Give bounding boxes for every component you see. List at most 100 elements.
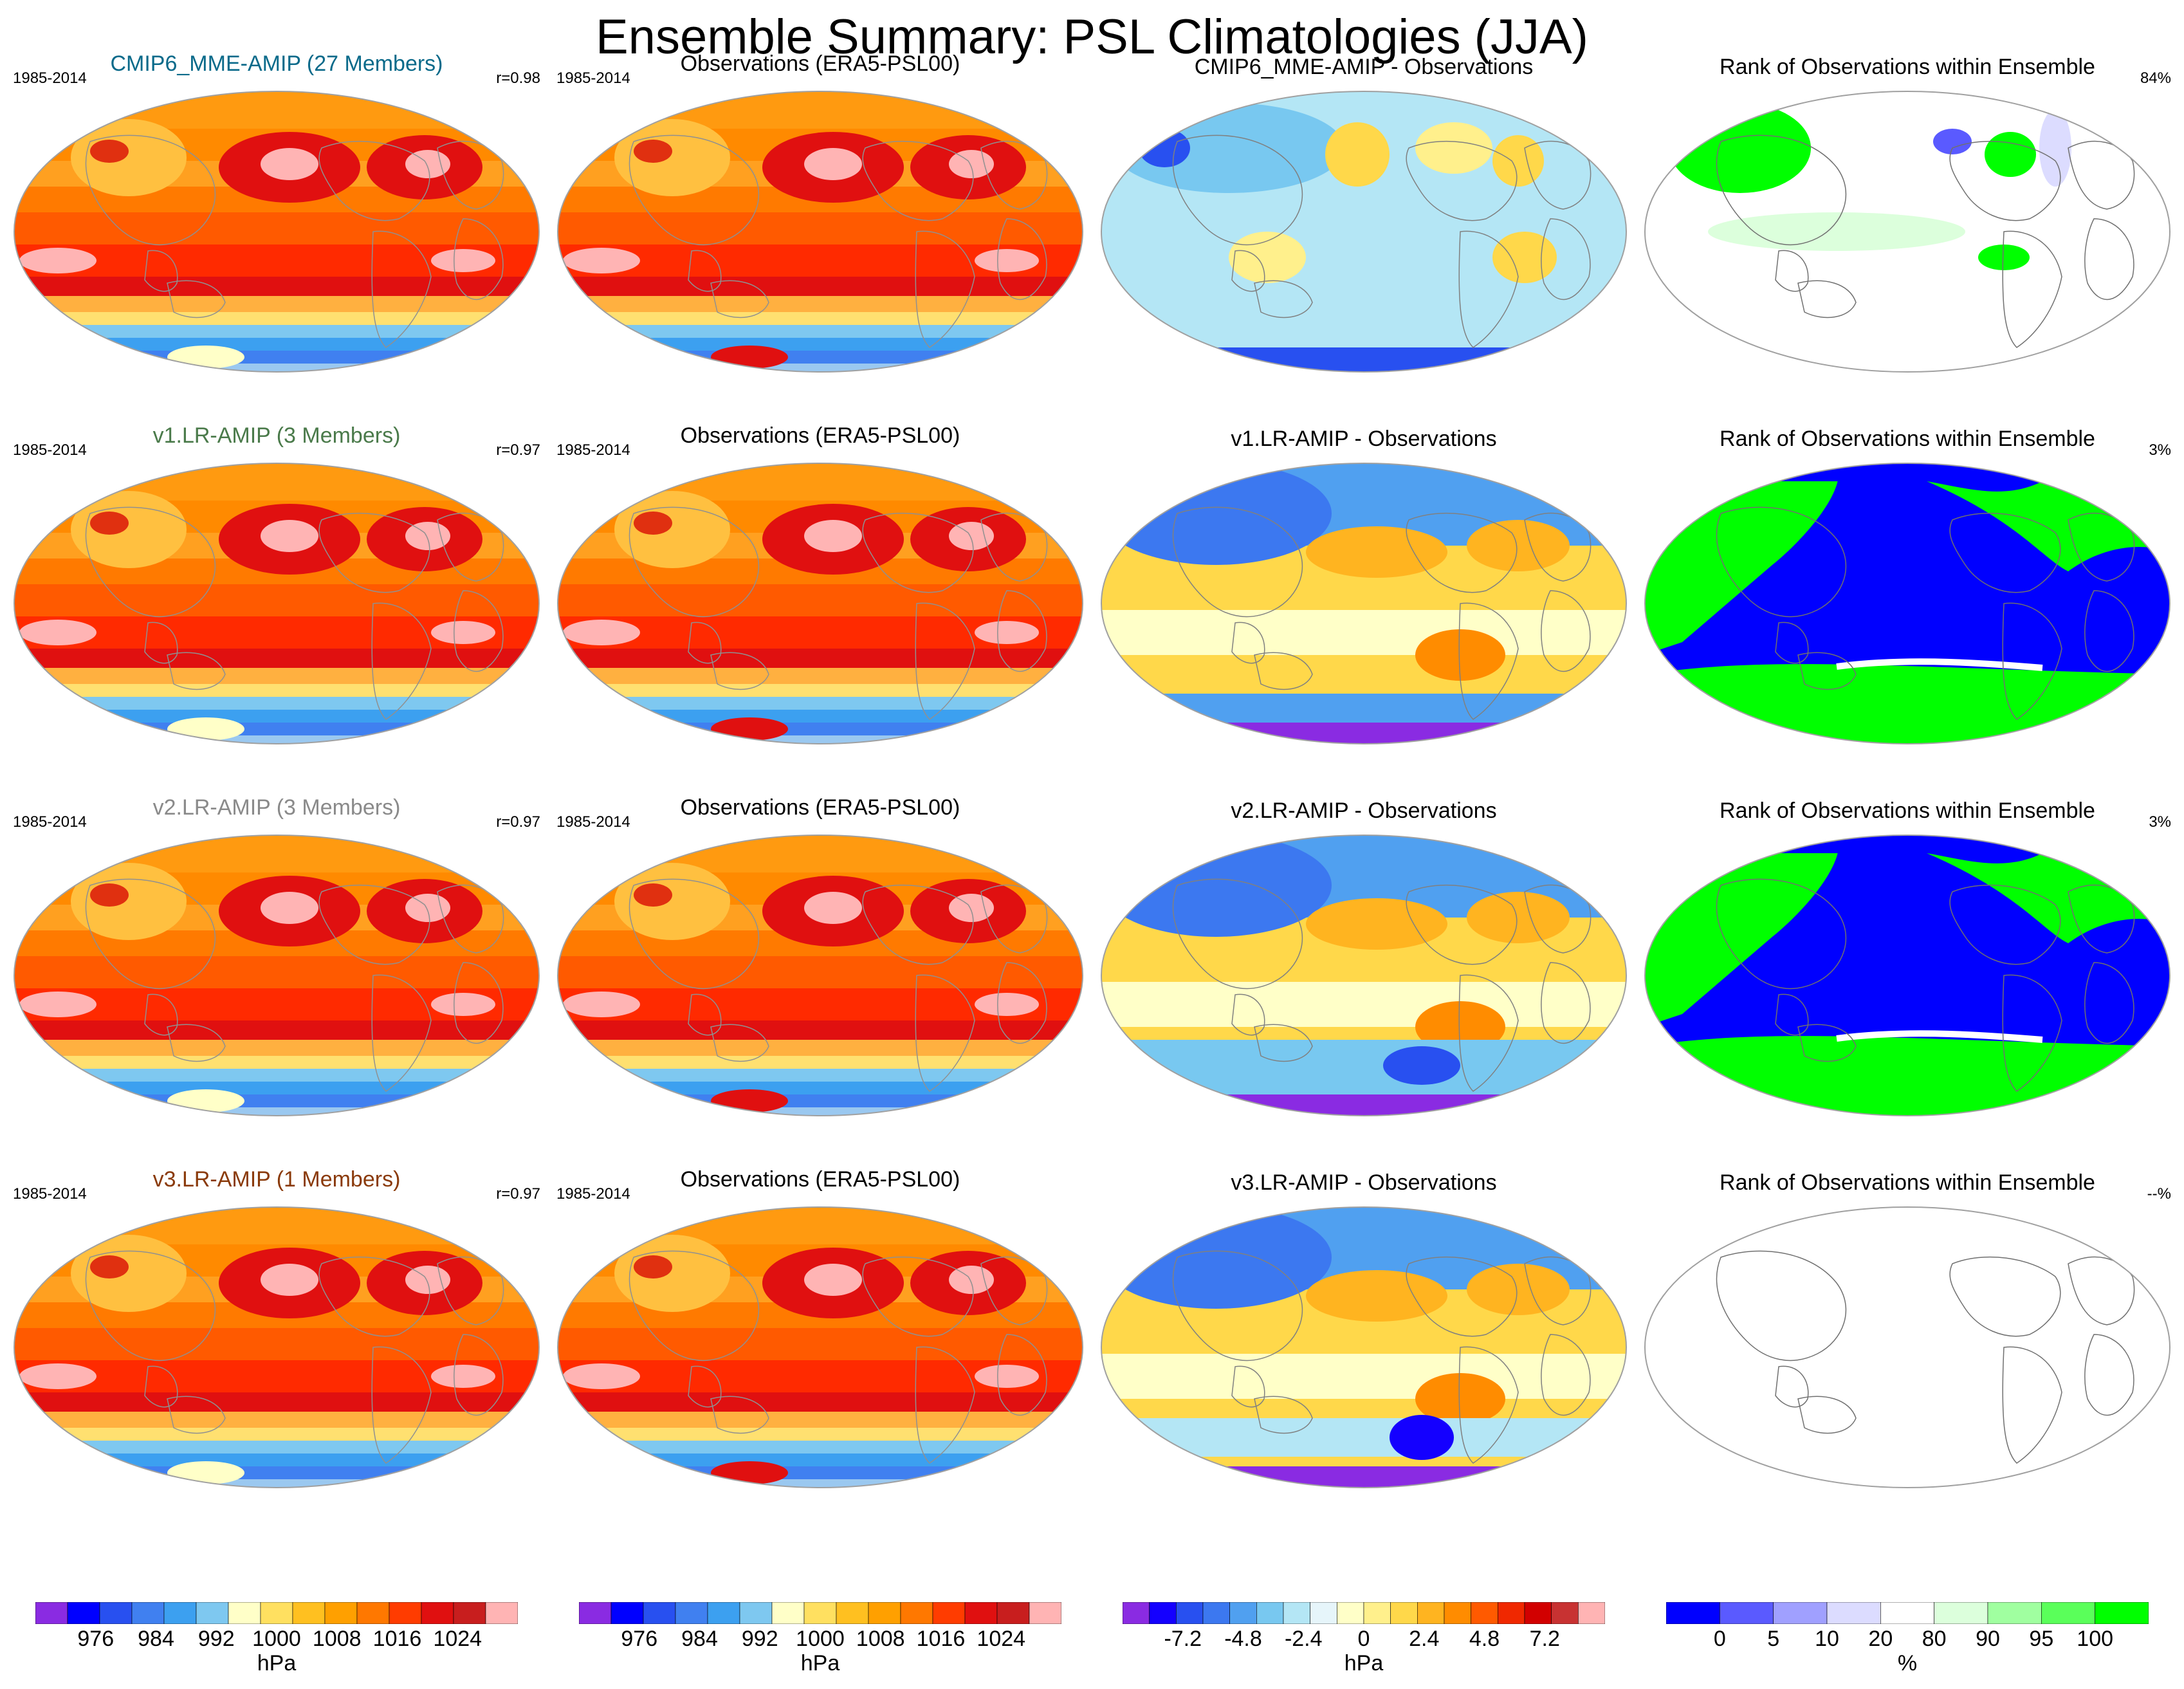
model-panel-title: v2.LR-AMIP (3 Members) xyxy=(152,795,401,820)
diff-panel-title: v2.LR-AMIP - Observations xyxy=(1231,798,1497,823)
colorbar-swatch xyxy=(356,1602,390,1624)
colorbar xyxy=(579,1602,1061,1624)
colorbar-swatch xyxy=(260,1602,293,1624)
colorbar-tick-label: 95 xyxy=(2029,1627,2054,1651)
colorbar-tick-label: 7.2 xyxy=(1529,1627,1560,1651)
obs-panel-title: Observations (ERA5-PSL00) xyxy=(680,795,960,820)
colorbar-swatch xyxy=(1551,1602,1579,1624)
colorbar-swatch xyxy=(1310,1602,1337,1624)
colorbar-tick-label: 1016 xyxy=(372,1627,422,1651)
model-panel-title: v1.LR-AMIP (3 Members) xyxy=(152,423,401,448)
colorbar-swatch xyxy=(803,1602,837,1624)
colorbar xyxy=(1666,1602,2149,1624)
colorbar-tick-label: 1000 xyxy=(796,1627,845,1651)
colorbar-tick-label: 1000 xyxy=(252,1627,301,1651)
rank-panel-title: Rank of Observations within Ensemble xyxy=(1720,1170,2095,1195)
correlation-label: r=0.97 xyxy=(496,813,540,831)
model-climatology-map xyxy=(14,835,540,1116)
rank-panel-title: Rank of Observations within Ensemble xyxy=(1720,798,2095,823)
rank-map xyxy=(1644,91,2170,373)
years-label: 1985-2014 xyxy=(556,1185,630,1203)
rank-percent-label: 84% xyxy=(2140,69,2171,87)
colorbar-swatch xyxy=(1666,1602,1720,1624)
colorbar-tick-label: 984 xyxy=(681,1627,718,1651)
colorbar-swatch xyxy=(1176,1602,1204,1624)
colorbar-swatch xyxy=(324,1602,358,1624)
colorbar-swatch xyxy=(1826,1602,1881,1624)
colorbar-tick-label: 0 xyxy=(1713,1627,1726,1651)
diff-panel-title: v3.LR-AMIP - Observations xyxy=(1231,1170,1497,1195)
difference-map xyxy=(1101,463,1627,744)
colorbar-swatch xyxy=(964,1602,998,1624)
years-label: 1985-2014 xyxy=(556,69,630,87)
figure-title: Ensemble Summary: PSL Climatologies (JJA… xyxy=(595,10,1588,64)
colorbar-swatch xyxy=(675,1602,708,1624)
colorbar-swatch xyxy=(1256,1602,1284,1624)
colorbar-swatch xyxy=(453,1602,486,1624)
rank-map xyxy=(1644,463,2170,744)
difference-map xyxy=(1101,835,1627,1116)
colorbar-swatch xyxy=(1123,1602,1150,1624)
colorbar-swatch xyxy=(1720,1602,1774,1624)
colorbar-swatch xyxy=(421,1602,454,1624)
colorbar-tick-label: 90 xyxy=(1976,1627,2000,1651)
model-panel-title: v3.LR-AMIP (1 Members) xyxy=(152,1167,401,1192)
colorbar-swatch xyxy=(1498,1602,1525,1624)
colorbar-tick-label: 1024 xyxy=(433,1627,482,1651)
colorbar-swatch xyxy=(1880,1602,1934,1624)
colorbar-tick-label: 0 xyxy=(1357,1627,1370,1651)
rank-percent-label: 3% xyxy=(2149,441,2171,459)
years-label: 1985-2014 xyxy=(556,813,630,831)
obs-panel-title: Observations (ERA5-PSL00) xyxy=(680,1167,960,1192)
colorbar-swatch xyxy=(771,1602,805,1624)
colorbar-swatch xyxy=(868,1602,901,1624)
colorbar-swatch xyxy=(1934,1602,1988,1624)
colorbar-swatch xyxy=(1202,1602,1230,1624)
colorbar-swatch xyxy=(131,1602,165,1624)
diff-panel-title: CMIP6_MME-AMIP - Observations xyxy=(1194,55,1534,79)
colorbar-swatch xyxy=(996,1602,1030,1624)
colorbar-unit-label: hPa xyxy=(1344,1651,1384,1675)
colorbar-swatch xyxy=(1390,1602,1418,1624)
colorbar-swatch xyxy=(1987,1602,2042,1624)
colorbar-tick-label: 2.4 xyxy=(1409,1627,1440,1651)
colorbar-tick-label: -7.2 xyxy=(1164,1627,1202,1651)
colorbar-swatch xyxy=(1029,1602,1061,1624)
rank-map xyxy=(1644,835,2170,1116)
years-label: 1985-2014 xyxy=(13,813,87,831)
colorbar-swatch xyxy=(643,1602,676,1624)
colorbar-swatch xyxy=(739,1602,773,1624)
correlation-label: r=0.98 xyxy=(496,69,540,87)
model-climatology-map xyxy=(14,91,540,373)
colorbar-tick-label: 976 xyxy=(77,1627,115,1651)
colorbar-swatch xyxy=(610,1602,644,1624)
diff-panel-title: v1.LR-AMIP - Observations xyxy=(1231,427,1497,451)
colorbar-tick-label: -4.8 xyxy=(1224,1627,1262,1651)
rank-map xyxy=(1644,1206,2170,1488)
colorbar-unit-label: hPa xyxy=(257,1651,297,1675)
model-climatology-map xyxy=(14,1206,540,1488)
colorbar-tick-label: 1016 xyxy=(916,1627,966,1651)
colorbar-swatch xyxy=(1417,1602,1445,1624)
colorbar-swatch xyxy=(1363,1602,1391,1624)
colorbar-tick-label: 100 xyxy=(2077,1627,2114,1651)
colorbar-tick-label: -2.4 xyxy=(1284,1627,1323,1651)
colorbar-swatch xyxy=(1229,1602,1257,1624)
years-label: 1985-2014 xyxy=(556,441,630,459)
rank-percent-label: 3% xyxy=(2149,813,2171,831)
obs-panel-title: Observations (ERA5-PSL00) xyxy=(680,423,960,448)
colorbar-tick-label: 20 xyxy=(1868,1627,1893,1651)
colorbar-swatch xyxy=(292,1602,326,1624)
colorbar-swatch xyxy=(1337,1602,1364,1624)
obs-panel-title: Observations (ERA5-PSL00) xyxy=(680,51,960,76)
colorbar-swatch xyxy=(389,1602,422,1624)
rank-panel-title: Rank of Observations within Ensemble xyxy=(1720,55,2095,79)
years-label: 1985-2014 xyxy=(13,441,87,459)
colorbar xyxy=(1123,1602,1605,1624)
colorbar-swatch xyxy=(2041,1602,2095,1624)
colorbar-swatch xyxy=(1773,1602,1828,1624)
colorbar-tick-label: 1008 xyxy=(312,1627,362,1651)
correlation-label: r=0.97 xyxy=(496,1185,540,1203)
difference-map xyxy=(1101,1206,1627,1488)
colorbar-swatch xyxy=(1578,1602,1605,1624)
